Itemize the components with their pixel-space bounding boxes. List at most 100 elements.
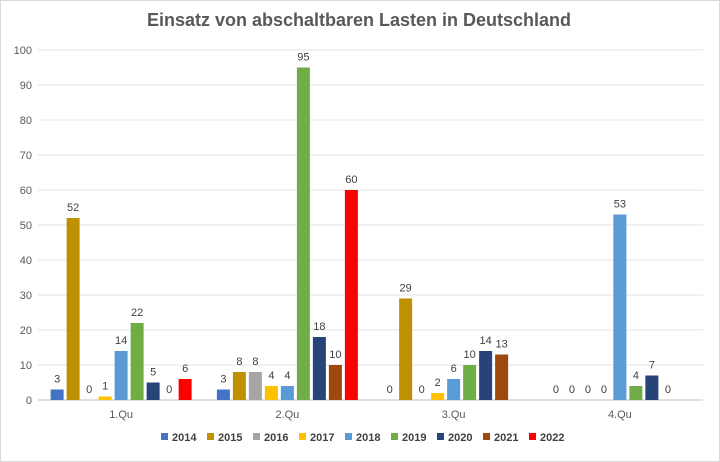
legend-label: 2016 bbox=[264, 432, 288, 444]
x-category-label: 4.Qu bbox=[608, 409, 632, 421]
data-label: 4 bbox=[268, 370, 274, 382]
legend-swatch bbox=[207, 433, 214, 440]
legend-swatch bbox=[483, 433, 490, 440]
data-label: 95 bbox=[297, 52, 309, 64]
bar-2021-2.Qu bbox=[328, 365, 342, 400]
bar-2020-2.Qu bbox=[312, 337, 326, 400]
data-label: 0 bbox=[166, 384, 172, 396]
x-category-label: 3.Qu bbox=[442, 409, 466, 421]
chart-title: Einsatz von abschaltbaren Lasten in Deut… bbox=[146, 10, 572, 30]
y-axis-ticks: 0 10 20 30 40 50 60 70 80 90 100 bbox=[14, 45, 32, 407]
y-tick-label: 70 bbox=[20, 150, 32, 162]
bar-2015-3.Qu bbox=[399, 298, 413, 400]
y-tick-label: 10 bbox=[20, 360, 32, 372]
data-label: 3 bbox=[54, 374, 60, 386]
bar-2019-4.Qu bbox=[629, 386, 643, 400]
x-axis-categories: 1.Qu 2.Qu 3.Qu 4.Qu bbox=[109, 409, 632, 421]
bar-2019-1.Qu bbox=[130, 323, 144, 400]
data-label: 14 bbox=[115, 335, 127, 347]
data-label: 52 bbox=[67, 202, 79, 214]
bar-2015-2.Qu bbox=[232, 372, 246, 400]
bar-2014-2.Qu bbox=[216, 389, 230, 400]
legend-label: 2014 bbox=[172, 432, 197, 444]
legend-item-2014: 2014 bbox=[161, 432, 197, 444]
bar-2019-3.Qu bbox=[463, 365, 477, 400]
legend-swatch bbox=[345, 433, 352, 440]
bar-2018-3.Qu bbox=[447, 379, 461, 400]
legend-item-2018: 2018 bbox=[345, 432, 380, 444]
data-label: 0 bbox=[86, 384, 92, 396]
data-label: 8 bbox=[252, 356, 258, 368]
data-label: 0 bbox=[387, 384, 393, 396]
data-label: 0 bbox=[601, 384, 607, 396]
x-category-label: 2.Qu bbox=[275, 409, 299, 421]
legend-label: 2017 bbox=[310, 432, 334, 444]
y-tick-label: 80 bbox=[20, 115, 32, 127]
y-tick-label: 40 bbox=[20, 255, 32, 267]
bars bbox=[50, 67, 659, 400]
data-label: 18 bbox=[313, 321, 325, 333]
data-label: 2 bbox=[435, 377, 441, 389]
data-label: 5 bbox=[150, 367, 156, 379]
data-label: 0 bbox=[585, 384, 591, 396]
data-label: 0 bbox=[419, 384, 425, 396]
legend-item-2021: 2021 bbox=[483, 432, 518, 444]
y-tick-label: 60 bbox=[20, 185, 32, 197]
bar-2017-2.Qu bbox=[264, 386, 278, 400]
data-label: 0 bbox=[569, 384, 575, 396]
bar-2014-1.Qu bbox=[50, 389, 64, 400]
data-label: 7 bbox=[649, 360, 655, 372]
legend-swatch bbox=[529, 433, 536, 440]
data-label: 60 bbox=[345, 174, 357, 186]
bar-2022-1.Qu bbox=[178, 379, 192, 400]
data-label: 14 bbox=[480, 335, 492, 347]
data-label: 29 bbox=[400, 283, 412, 295]
bar-2015-1.Qu bbox=[66, 218, 80, 400]
legend-label: 2021 bbox=[494, 432, 518, 444]
bar-2017-3.Qu bbox=[431, 393, 445, 400]
bar-2020-3.Qu bbox=[479, 351, 493, 400]
y-tick-label: 0 bbox=[26, 395, 32, 407]
bar-2022-2.Qu bbox=[344, 190, 358, 400]
bar-2019-2.Qu bbox=[296, 67, 310, 400]
bar-2017-1.Qu bbox=[98, 396, 112, 400]
data-label: 4 bbox=[633, 370, 639, 382]
data-label: 8 bbox=[236, 356, 242, 368]
legend-swatch bbox=[391, 433, 398, 440]
data-label: 3 bbox=[220, 374, 226, 386]
data-label: 6 bbox=[182, 363, 188, 375]
legend-label: 2015 bbox=[218, 432, 242, 444]
y-tick-label: 100 bbox=[14, 45, 32, 57]
x-category-label: 1.Qu bbox=[109, 409, 133, 421]
legend-label: 2020 bbox=[448, 432, 472, 444]
y-tick-label: 90 bbox=[20, 80, 32, 92]
data-label: 10 bbox=[464, 349, 476, 361]
data-label: 53 bbox=[614, 199, 626, 211]
bar-2018-1.Qu bbox=[114, 351, 128, 400]
data-label: 4 bbox=[284, 370, 290, 382]
data-label: 22 bbox=[131, 307, 143, 319]
legend-item-2016: 2016 bbox=[253, 432, 288, 444]
legend-item-2015: 2015 bbox=[207, 432, 242, 444]
legend-item-2020: 2020 bbox=[437, 432, 472, 444]
bar-2020-1.Qu bbox=[146, 382, 160, 400]
legend-label: 2022 bbox=[540, 432, 564, 444]
data-label: 1 bbox=[102, 381, 108, 393]
legend-label: 2018 bbox=[356, 432, 380, 444]
data-label: 0 bbox=[553, 384, 559, 396]
y-tick-label: 20 bbox=[20, 325, 32, 337]
legend-swatch bbox=[161, 433, 168, 440]
bar-2016-2.Qu bbox=[248, 372, 262, 400]
data-label: 13 bbox=[496, 339, 508, 351]
legend-item-2017: 2017 bbox=[299, 432, 334, 444]
legend-item-2019: 2019 bbox=[391, 432, 426, 444]
y-tick-label: 30 bbox=[20, 290, 32, 302]
data-label: 6 bbox=[451, 363, 457, 375]
bar-2018-2.Qu bbox=[280, 386, 294, 400]
y-tick-label: 50 bbox=[20, 220, 32, 232]
legend-swatch bbox=[299, 433, 306, 440]
legend-swatch bbox=[253, 433, 260, 440]
bar-2021-3.Qu bbox=[495, 354, 509, 400]
